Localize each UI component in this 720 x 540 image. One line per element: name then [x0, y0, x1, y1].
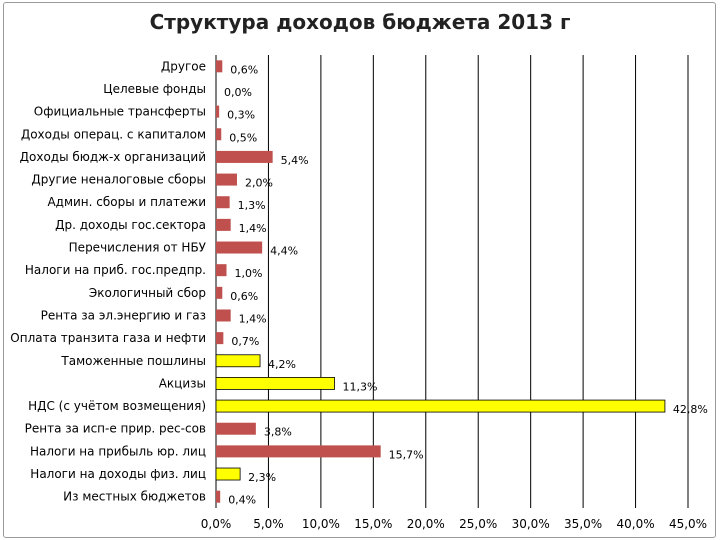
category-label: Оплата транзита газа и нефти [10, 331, 206, 345]
data-label: 0,3% [227, 109, 255, 122]
x-tick-label: 15,0% [354, 517, 392, 531]
category-label: Налоги на доходы физ. лиц [30, 467, 206, 481]
category-label: Таможенные пошлины [60, 354, 206, 368]
category-label: Доходы бюдж-х организаций [20, 150, 206, 164]
data-label: 0,0% [224, 86, 252, 99]
bar [216, 422, 256, 435]
data-label: 2,3% [248, 471, 276, 484]
data-label: 0,5% [229, 131, 257, 144]
x-tick-label: 10,0% [302, 517, 340, 531]
data-label: 1,3% [238, 199, 266, 212]
category-label: Целевые фонды [103, 82, 206, 96]
category-label: Экологичный сбор [89, 286, 206, 300]
bar [216, 173, 237, 186]
category-label: Др. доходы гос.сектора [55, 218, 206, 232]
category-label: НДС (с учётом возмещения) [28, 399, 206, 413]
category-label: Другие неналоговые сборы [31, 173, 206, 187]
data-label: 1,4% [239, 312, 267, 325]
bar [216, 218, 231, 231]
bar [215, 354, 261, 368]
data-label: 2,0% [245, 177, 273, 190]
data-label: 0,4% [228, 494, 256, 507]
data-label: 0,6% [230, 63, 258, 76]
category-label: Рента за исп-е прир. рес-сов [25, 422, 206, 436]
bar [215, 467, 241, 481]
bar [216, 105, 220, 118]
bar [216, 264, 227, 277]
category-label: Админ. сборы и платежи [47, 195, 206, 209]
x-tick-label: 0,0% [201, 517, 232, 531]
data-label: 11,3% [343, 380, 378, 393]
bar [216, 332, 224, 345]
data-label: 3,8% [264, 426, 292, 439]
data-label: 1,0% [234, 267, 262, 280]
bar [216, 309, 231, 322]
data-label: 0,7% [231, 335, 259, 348]
bar [215, 399, 666, 413]
bar [216, 196, 230, 209]
x-tick-label: 30,0% [512, 517, 550, 531]
category-label: Официальные трансферты [34, 105, 206, 119]
x-tick-label: 35,0% [564, 517, 602, 531]
category-label: Рента за эл.энергию и газ [41, 308, 206, 322]
data-label: 4,4% [270, 245, 298, 258]
category-label: Налоги на прибыль юр. лиц [30, 444, 206, 458]
bar [216, 445, 381, 458]
category-label: Перечисления от НБУ [69, 241, 207, 255]
category-label: Налоги на приб. гос.предпр. [25, 263, 206, 277]
slide-frame [3, 2, 716, 538]
category-label: Другое [161, 59, 206, 73]
data-label: 42,8% [673, 403, 708, 416]
data-label: 15,7% [389, 448, 424, 461]
data-label: 5,4% [281, 154, 309, 167]
bar [216, 150, 273, 163]
x-tick-label: 40,0% [616, 517, 654, 531]
category-label: Доходы операц. с капиталом [21, 127, 206, 141]
data-label: 1,4% [239, 222, 267, 235]
x-tick-label: 45,0% [669, 517, 707, 531]
data-label: 0,6% [230, 290, 258, 303]
x-tick-label: 20,0% [407, 517, 445, 531]
bar [216, 128, 222, 141]
bar [216, 490, 221, 503]
data-label: 4,2% [268, 358, 296, 371]
bar [216, 60, 223, 73]
category-label: Из местных бюджетов [63, 490, 206, 504]
x-tick-label: 25,0% [459, 517, 497, 531]
chart-title: Структура доходов бюджета 2013 г [149, 10, 571, 34]
bar [215, 377, 335, 390]
category-label: Акцизы [159, 376, 206, 390]
bar [216, 286, 223, 299]
bar [216, 241, 263, 254]
x-tick-label: 5,0% [253, 517, 284, 531]
